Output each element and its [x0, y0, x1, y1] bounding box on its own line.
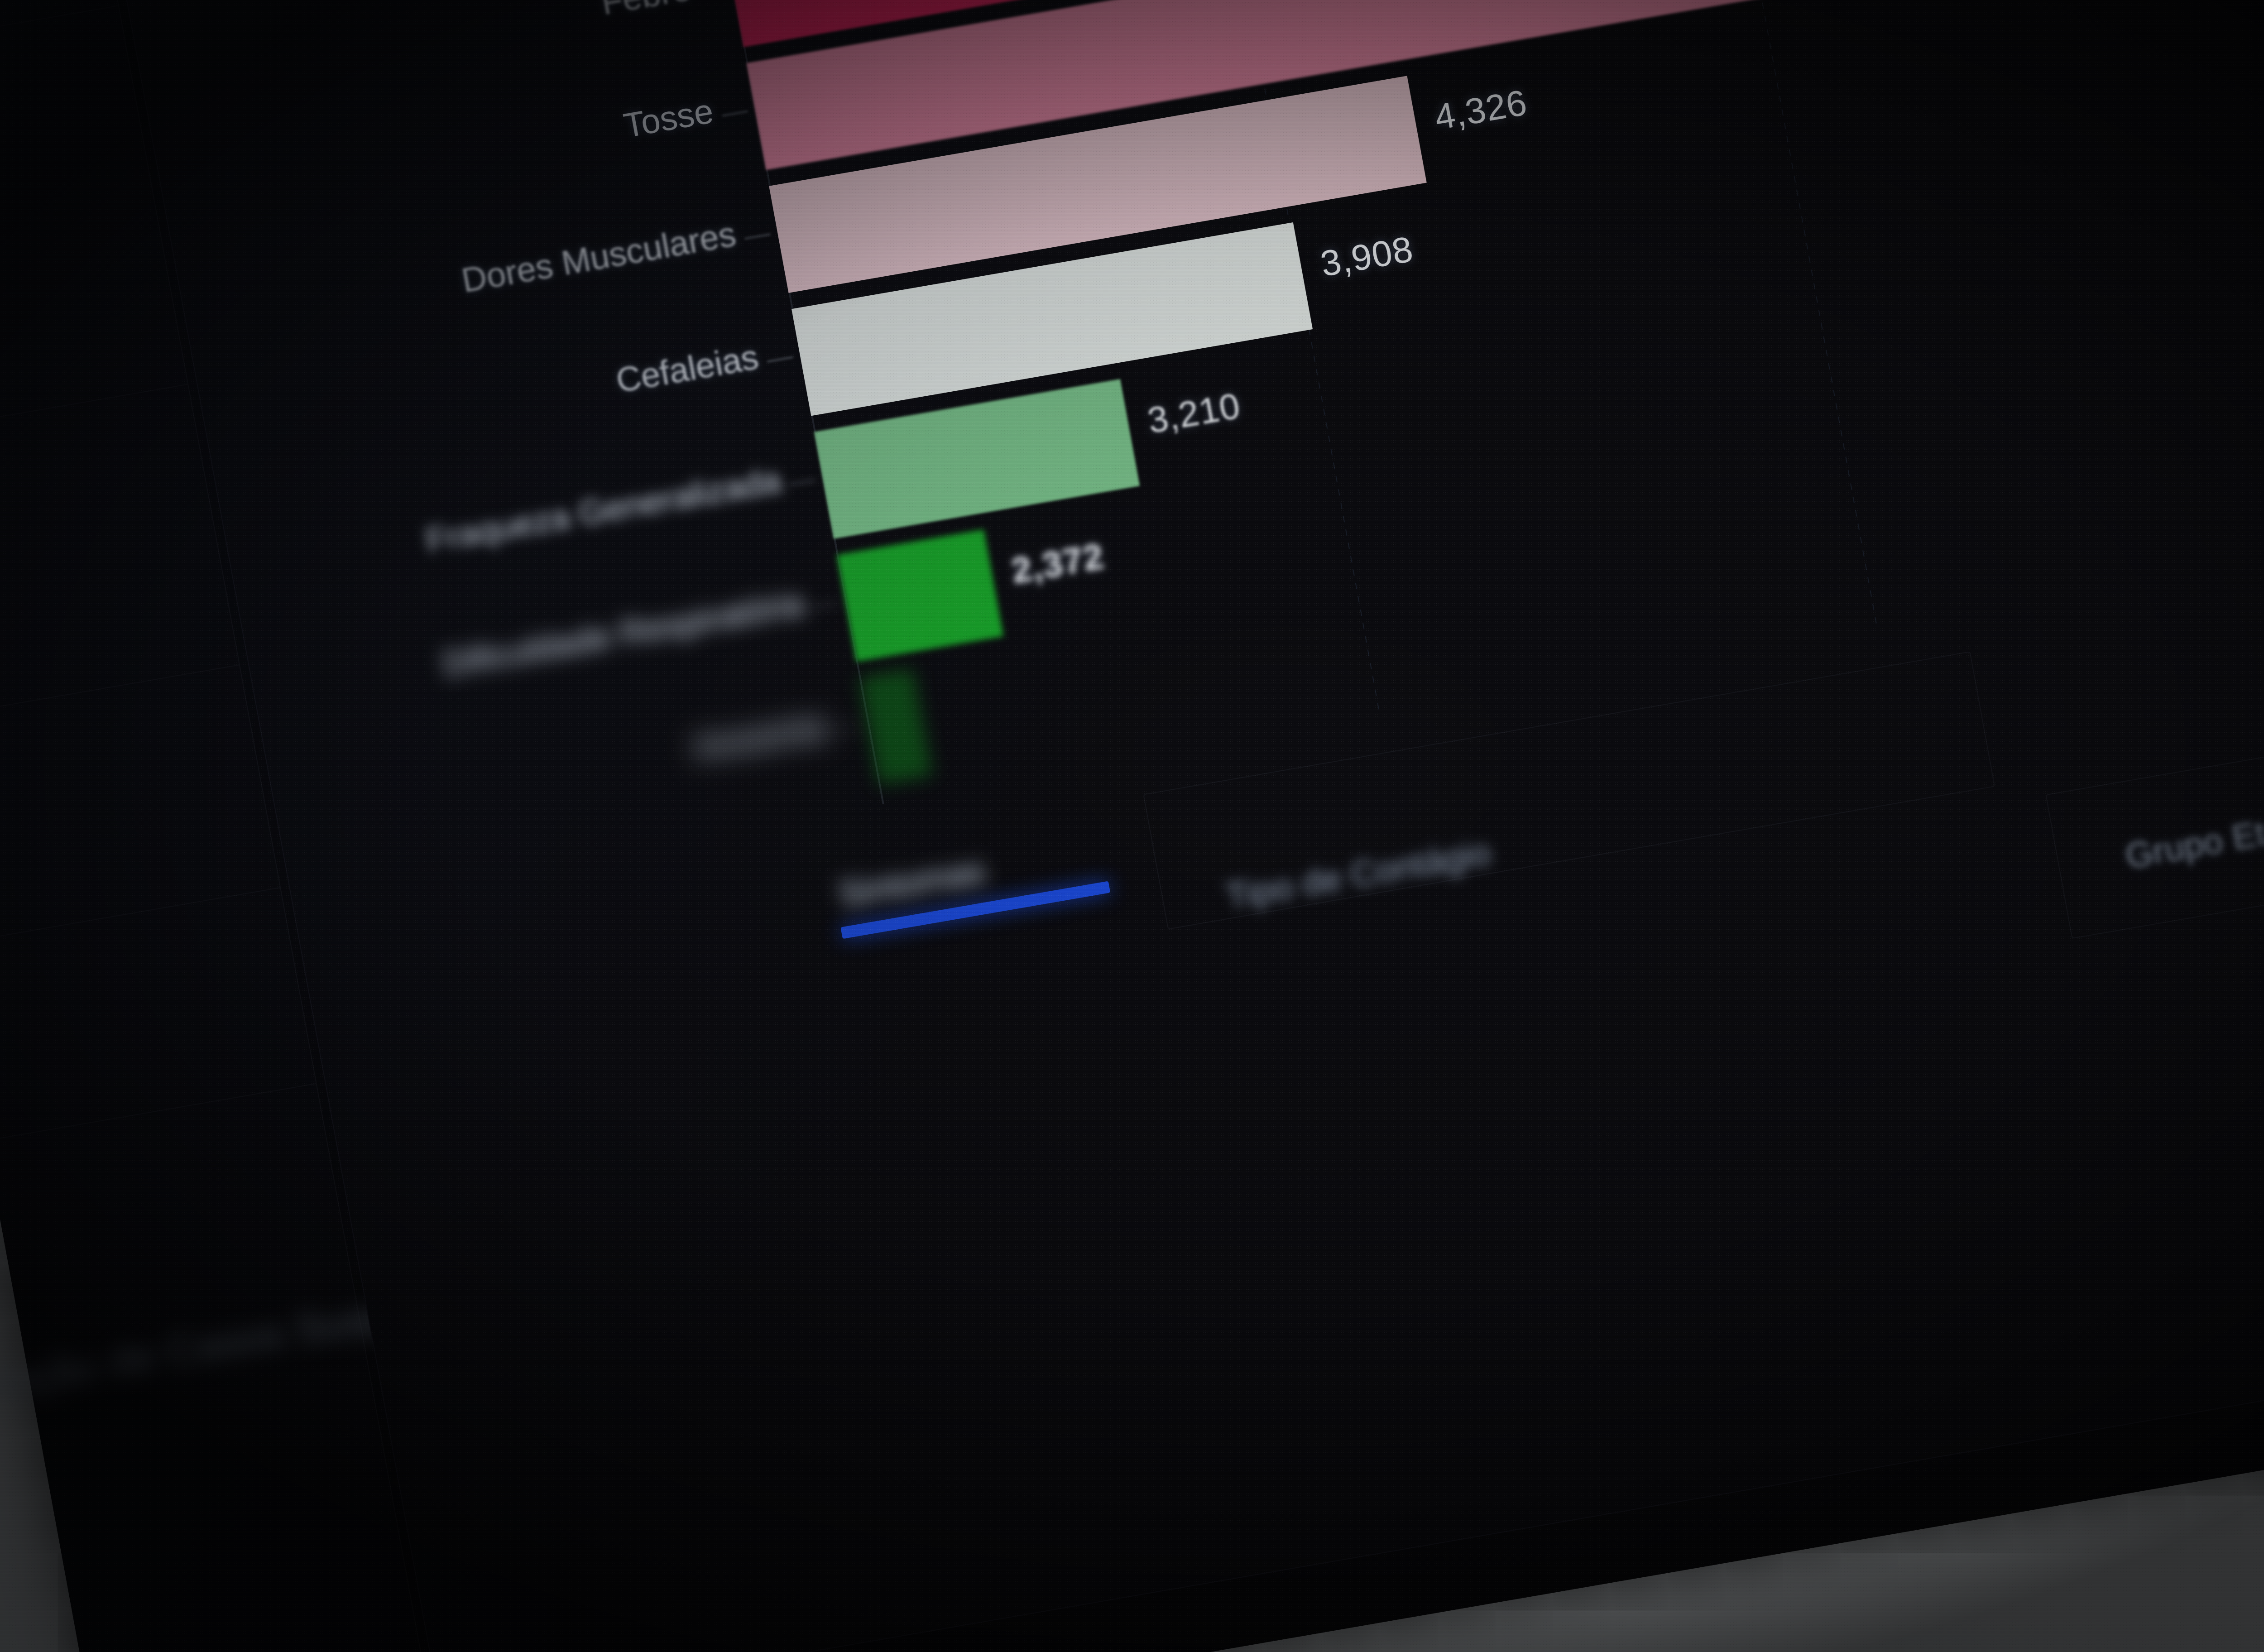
bar-label: Cefaleias: [613, 338, 762, 400]
sidebar-divider: [0, 384, 188, 442]
axis-tick: [744, 233, 771, 240]
tab-grupo-etario-box[interactable]: [2045, 640, 2264, 939]
sidebar-divider: [0, 664, 240, 723]
bar-label: Fraqueza Generalizada: [422, 461, 784, 560]
sidebar-item-internados[interactable]: Internados: [0, 1046, 62, 1130]
bar-value: 3,908: [1317, 228, 1416, 284]
axis-tick: [767, 356, 793, 363]
sidebar-divider: [0, 887, 280, 946]
table-row: Fraqueza Generalizada 3,210: [422, 379, 1243, 560]
bar[interactable]: [836, 529, 1004, 662]
table-row: Cefaleias 3,908: [613, 222, 1416, 423]
bar-value: 3,210: [1144, 385, 1243, 441]
table-row: Febre 4,280: [598, 0, 1693, 53]
bar-label: Dores Musculares: [458, 215, 739, 300]
sidebar-divider: [0, 1083, 316, 1141]
sidebar-item-evolucao-casos-suspeitos[interactable]: Evolução de Casos Suspeitos: [0, 1277, 482, 1418]
table-row: Dores Musculares 4,326: [459, 76, 1530, 300]
axis-tick: [835, 725, 861, 731]
bar[interactable]: [859, 668, 933, 785]
axis-tick: [812, 602, 839, 609]
gridline: [2215, 0, 2264, 540]
table-row: Dificuldade Respiratória 2,372: [440, 529, 1107, 684]
axis-tick: [789, 479, 816, 485]
table-row: Tosse 4,094: [621, 0, 2099, 177]
sidebar-item-recuperados[interactable]: Recuperados: [0, 623, 8, 707]
chart-card: Sintomas Registados Febre 4,280: [97, 0, 2264, 1652]
bar[interactable]: [746, 0, 2099, 170]
bar-label: Anosmia: [690, 706, 830, 768]
sidebar-divider: [0, 5, 118, 63]
bar-value: 2,372: [1008, 535, 1107, 591]
axis-tick: [722, 110, 748, 117]
bar-label: Tosse: [620, 92, 716, 145]
bar-label: Febre: [598, 0, 694, 23]
sidebar-item-obitos[interactable]: Óbitos: [0, 844, 30, 928]
gridline: [1717, 0, 1877, 626]
bar-value: 4,326: [1431, 82, 1530, 138]
bar-label: Dificuldade Respiratória: [439, 584, 807, 684]
table-row: Anosmia: [690, 668, 933, 791]
